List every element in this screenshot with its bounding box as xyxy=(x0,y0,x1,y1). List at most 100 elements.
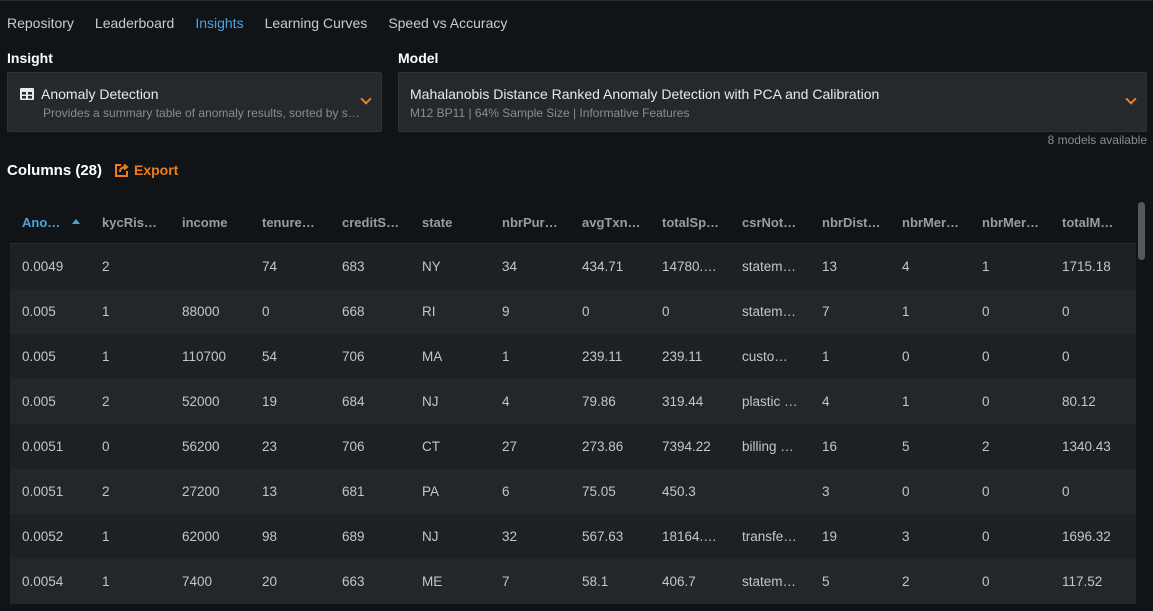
table-cell: 110700 xyxy=(182,349,227,364)
export-button[interactable]: Export xyxy=(115,162,178,178)
table-cell: 75.05 xyxy=(582,484,616,499)
column-header[interactable]: income xyxy=(170,215,250,230)
table-header: Ano… kycRis… income tenure… creditS… state nbr… xyxy=(10,201,1136,244)
table-cell: 13 xyxy=(262,484,278,499)
table-cell: 98 xyxy=(262,529,278,544)
table-cell: 684 xyxy=(342,394,365,409)
model-title: Mahalanobis Distance Ranked Anomaly Dete… xyxy=(410,86,880,102)
table-cell: 0 xyxy=(982,349,990,364)
table-cell: 706 xyxy=(342,439,365,454)
table-cell: 34 xyxy=(502,259,518,274)
table-cell: 56200 xyxy=(182,439,220,454)
scrollbar[interactable] xyxy=(1138,202,1145,260)
table-cell: transfe… xyxy=(742,529,797,544)
table-cell: 1 xyxy=(502,349,510,364)
column-header[interactable]: Ano… xyxy=(10,215,90,230)
table-cell: 319.44 xyxy=(662,394,704,409)
table-row[interactable]: 0.0051 2 27200 13 681 PA 6 75.05 450.3 3 0 0 0 xyxy=(10,469,1136,514)
table-cell: NJ xyxy=(422,529,439,544)
table-cell: 2 xyxy=(102,484,110,499)
table-row[interactable]: 0.005 1 88000 0 668 RI 9 0 0 statem… 7 1 0 0 xyxy=(10,289,1136,334)
tab-repository[interactable]: Repository xyxy=(7,15,74,31)
tab-speed-vs-accuracy[interactable]: Speed vs Accuracy xyxy=(388,15,508,31)
table-cell: 0 xyxy=(982,484,990,499)
table-cell: 19 xyxy=(822,529,838,544)
column-header[interactable]: totalM… xyxy=(1050,215,1130,230)
table-cell: 450.3 xyxy=(662,484,696,499)
column-header-label: totalSp… xyxy=(662,214,720,230)
models-available: 8 models available xyxy=(1047,133,1147,147)
table-row[interactable]: 0.005 1 110700 54 706 MA 1 239.11 239.11 custo… 1 0… xyxy=(10,334,1136,379)
column-header[interactable]: nbrMer… xyxy=(890,215,970,230)
column-header-label: creditS… xyxy=(342,214,400,230)
table-cell: 23 xyxy=(262,439,278,454)
table-cell: 0 xyxy=(1062,304,1070,319)
table-cell: 681 xyxy=(342,484,365,499)
table-cell: 0.0052 xyxy=(22,529,64,544)
column-header[interactable]: state xyxy=(410,215,490,230)
export-label: Export xyxy=(134,162,179,178)
table-cell: 2 xyxy=(982,439,990,454)
model-select[interactable]: Mahalanobis Distance Ranked Anomaly Dete… xyxy=(398,72,1147,132)
table-row[interactable]: 0.0049 2 74 683 NY 34 434.71 14780.… statem… 13 4 1… xyxy=(10,244,1136,289)
table-cell: 16 xyxy=(822,439,838,454)
table-cell: 0 xyxy=(982,394,990,409)
column-header[interactable]: tenure… xyxy=(250,215,330,230)
table-cell: 4 xyxy=(902,259,910,274)
table-cell: 4 xyxy=(502,394,510,409)
table-row[interactable]: 0.0052 1 62000 98 689 NJ 32 567.63 18164.… transf… xyxy=(10,514,1136,559)
insight-select[interactable]: Anomaly Detection Provides a summary tab… xyxy=(7,72,382,132)
column-header[interactable]: nbrMer… xyxy=(970,215,1050,230)
table-cell: 88000 xyxy=(182,304,220,319)
column-header[interactable]: nbrPur… xyxy=(490,215,570,230)
table-cell: 58.1 xyxy=(582,574,609,589)
table-cell: 0.005 xyxy=(22,349,56,364)
table-cell: MA xyxy=(422,349,443,364)
table-cell: billing … xyxy=(742,439,794,454)
model-subtitle: M12 BP11 | 64% Sample Size | Informative… xyxy=(410,106,690,120)
table-cell: 0 xyxy=(1062,484,1070,499)
table-cell: 239.11 xyxy=(582,349,623,364)
table-row[interactable]: 0.005 2 52000 19 684 NJ 4 79.86 319.44 plastic … 4… xyxy=(10,379,1136,424)
table-cell: ME xyxy=(422,574,443,589)
column-header-label: tenure… xyxy=(262,214,315,230)
table-cell: 1 xyxy=(822,349,830,364)
insight-title: Anomaly Detection xyxy=(41,86,159,102)
column-header[interactable]: nbrDist… xyxy=(810,215,890,230)
table-row[interactable]: 0.0051 0 56200 23 706 CT 27 273.86 7394.22 billin… xyxy=(10,424,1136,469)
tab-insights[interactable]: Insights xyxy=(195,15,244,31)
tab-learning-curves[interactable]: Learning Curves xyxy=(264,15,368,31)
column-header[interactable]: totalSp… xyxy=(650,215,730,230)
table-row[interactable]: 0.0054 1 7400 20 663 ME 7 58.1 406.7 statem… 5 2 0 11… xyxy=(10,559,1136,604)
tab-leaderboard[interactable]: Leaderboard xyxy=(94,15,175,31)
table-cell: 0.005 xyxy=(22,394,56,409)
column-header-label: Ano… xyxy=(22,214,61,230)
column-header[interactable]: csrNot… xyxy=(730,215,810,230)
column-header-label: nbrPur… xyxy=(502,214,558,230)
table-cell: 5 xyxy=(902,439,910,454)
table-cell: 0.005 xyxy=(22,304,56,319)
column-header-label: csrNot… xyxy=(742,214,797,230)
table-cell: 2 xyxy=(902,574,910,589)
table-cell: NJ xyxy=(422,394,439,409)
table-cell: 18164.… xyxy=(662,529,717,544)
table-cell: 7 xyxy=(502,574,510,589)
table-cell: statem… xyxy=(742,259,797,274)
column-header[interactable]: creditS… xyxy=(330,215,410,230)
sort-asc-icon xyxy=(72,218,81,224)
table-cell: 54 xyxy=(262,349,278,364)
table-cell: PA xyxy=(422,484,440,499)
table-cell: 52000 xyxy=(182,394,220,409)
table-cell: 0 xyxy=(582,304,590,319)
column-header-label: kycRis… xyxy=(102,214,157,230)
table-cell: 2 xyxy=(102,259,110,274)
table-cell: 79.86 xyxy=(582,394,616,409)
table-cell: 4 xyxy=(822,394,830,409)
table-cell: 689 xyxy=(342,529,365,544)
table-cell: 0 xyxy=(662,304,670,319)
column-header[interactable]: avgTxn… xyxy=(570,215,650,230)
column-header[interactable]: kycRis… xyxy=(90,215,170,230)
anomaly-table: Ano… kycRis… income tenure… creditS… state nbr… xyxy=(10,201,1136,604)
table-cell: 0 xyxy=(982,304,990,319)
table-cell: 80.12 xyxy=(1062,394,1096,409)
